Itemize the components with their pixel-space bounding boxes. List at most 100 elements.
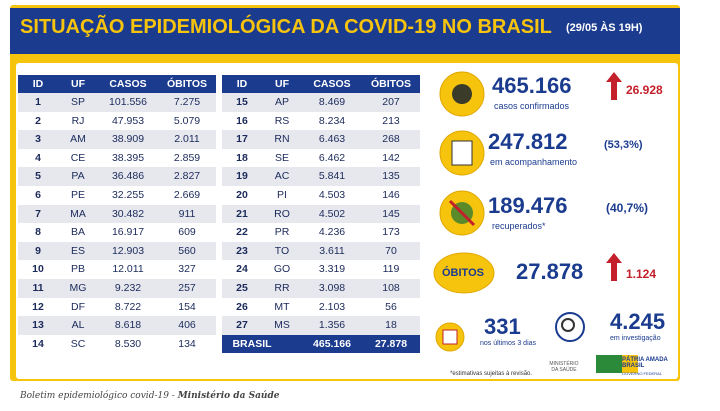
table-cell: RN (274, 133, 290, 146)
table-row-bg (18, 241, 216, 261)
table-cell: 8.530 (114, 337, 142, 350)
table-row-bg (222, 223, 420, 242)
table-cell: 2 (35, 114, 41, 127)
table-cell: 16 (236, 114, 248, 127)
table-cell: 207 (382, 96, 400, 108)
table-cell: 4.236 (318, 226, 346, 239)
table-cell: 108 (382, 282, 400, 294)
table-cell: RR (274, 282, 290, 294)
table-cell: 406 (178, 319, 196, 332)
table-cell: PI (277, 189, 287, 201)
table-cell: AM (70, 133, 86, 146)
table-cell: 134 (178, 337, 196, 350)
table-cell: RO (274, 207, 290, 220)
table-cell: 3.098 (318, 282, 346, 294)
table-cell: ES (70, 244, 85, 257)
table-cell: 5.079 (173, 114, 201, 127)
table-cell: 7.275 (173, 96, 201, 108)
brand: PÁTRIA AMADA BRASIL (622, 357, 668, 369)
investigation-value: 4.245 (610, 309, 666, 334)
table-cell: 15 (236, 96, 248, 108)
table-cell: 257 (178, 282, 196, 294)
table-cell: 18 (385, 319, 397, 332)
column-header: ID (236, 78, 248, 90)
table-cell: 18 (236, 151, 248, 164)
table-row-bg (18, 93, 216, 112)
table-cell: 9 (35, 244, 41, 257)
table-cell: 154 (178, 300, 196, 313)
table-cell: 1 (35, 96, 41, 108)
table-cell: 36.486 (111, 170, 145, 183)
table-row-bg (18, 223, 216, 242)
table-row-bg (222, 167, 420, 186)
table-header-bg (18, 75, 216, 93)
table-row-bg (222, 111, 420, 131)
table-row-bg (18, 204, 216, 224)
table-cell: BA (70, 226, 85, 239)
table-row-bg (222, 260, 420, 279)
table-row-bg (18, 111, 216, 131)
table-cell: 2.827 (173, 170, 201, 183)
recovered-label: recuperados* (492, 221, 546, 231)
table-cell: SC (70, 337, 86, 350)
table-cell: 25 (236, 282, 248, 294)
table-cell: 8.469 (318, 96, 346, 108)
table-cell: 8 (35, 226, 41, 239)
title: SITUAÇÃO EPIDEMIOLÓGICA DA COVID-19 NO B… (20, 16, 552, 38)
column-header: UF (275, 78, 289, 90)
table-row-bg (18, 316, 216, 335)
table-cell: PB (70, 263, 85, 276)
table-cell: 13 (32, 319, 44, 332)
table-cell: 38.395 (111, 151, 145, 164)
recent-value: 331 (484, 314, 521, 339)
table-cell: GO (273, 263, 291, 276)
confirmed-label: casos confirmados (494, 101, 570, 111)
deaths-increase: 1.124 (626, 267, 657, 281)
table-cell: 5 (35, 170, 41, 183)
table-cell: 38.909 (111, 133, 145, 146)
table-cell: 12.903 (111, 244, 145, 257)
table-cell: RS (274, 114, 290, 127)
table-row-bg (18, 260, 216, 279)
table-cell: 609 (178, 226, 196, 239)
table-cell: 20 (236, 189, 248, 201)
table-cell: 22 (236, 226, 248, 239)
confirmed-value: 465.166 (492, 73, 572, 98)
column-header: CASOS (313, 78, 351, 90)
table-row-bg (222, 93, 420, 112)
table-cell: 16.917 (111, 226, 145, 239)
table-cell: MS (274, 319, 290, 332)
column-header: ÓBITOS (166, 78, 208, 90)
table-cell: SE (274, 151, 289, 164)
table-cell: 173 (382, 226, 400, 239)
table-cell: 27 (236, 319, 248, 332)
table-cell: 14 (32, 337, 44, 350)
table-cell: 2.103 (318, 300, 346, 313)
table-cell: 30.482 (111, 207, 145, 220)
icons (433, 71, 638, 373)
header-bar (10, 8, 680, 54)
table-cell: DF (71, 300, 85, 313)
table-cell: 146 (382, 189, 400, 201)
table-row-bg (222, 316, 420, 335)
table-row-bg (222, 186, 420, 205)
confirmed-increase: 26.928 (626, 83, 663, 97)
table-cell: PA (71, 170, 85, 183)
table-row-bg (222, 297, 420, 317)
total-cell: 465.166 (313, 337, 351, 350)
table-header-bg (222, 75, 420, 93)
table-cell: 9.232 (114, 282, 142, 294)
caption-source: Ministério da Saúde (177, 391, 280, 401)
table-cell: 12.011 (112, 263, 144, 276)
column-header: CASOS (109, 78, 147, 90)
brand-sub: GOVERNO FEDERAL (622, 371, 663, 376)
table-cell: MG (69, 282, 87, 294)
table-cell: 47.953 (111, 114, 145, 127)
table-cell: 8.722 (114, 300, 142, 313)
table-row-bg (18, 186, 216, 205)
table-cell: 3 (35, 133, 41, 146)
table-cell: 2.011 (174, 133, 200, 146)
table-cell: 142 (382, 151, 400, 164)
table-cell: 3.611 (319, 244, 345, 257)
